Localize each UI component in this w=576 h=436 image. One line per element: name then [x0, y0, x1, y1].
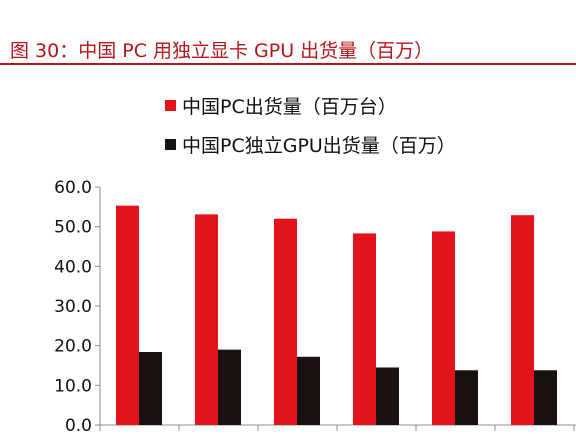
y-tick-label: 30.0 [54, 297, 92, 317]
bar-series-2 [139, 352, 162, 425]
x-axis [99, 424, 576, 431]
bar-series-1 [353, 233, 376, 425]
bar-series-2 [297, 356, 320, 425]
legend: 中国PC出货量（百万台） 中国PC独立GPU出货量（百万） [165, 96, 456, 157]
bar-series-1 [195, 214, 218, 425]
bar-series-1 [511, 215, 534, 425]
legend-label-series-2: 中国PC独立GPU出货量（百万） [182, 135, 456, 157]
bar-series-2 [455, 370, 478, 425]
bar-series-1 [432, 231, 455, 425]
y-tick-label: 60.0 [54, 178, 92, 198]
y-axis: 0.0 10.0 20.0 30.0 40.0 50.0 60.0 [54, 178, 101, 436]
y-tick-label: 20.0 [54, 337, 92, 357]
bar-series-1 [274, 218, 297, 425]
bar-series-1 [116, 205, 139, 425]
legend-swatch-series-2 [165, 139, 176, 150]
figure-title: 图 30：中国 PC 用独立显卡 GPU 出货量（百万） [10, 40, 434, 62]
y-tick-label: 40.0 [54, 257, 92, 277]
title-divider [0, 63, 576, 65]
bar-series-2 [376, 367, 399, 425]
legend-swatch-series-1 [165, 100, 176, 111]
bars [116, 205, 557, 425]
legend-label-series-1: 中国PC出货量（百万台） [182, 96, 397, 118]
y-tick-label: 50.0 [54, 218, 92, 238]
y-tick-label: 10.0 [54, 376, 92, 396]
bar-series-2 [218, 349, 241, 425]
bar-series-2 [534, 370, 557, 425]
y-tick-label: 0.0 [65, 416, 92, 436]
